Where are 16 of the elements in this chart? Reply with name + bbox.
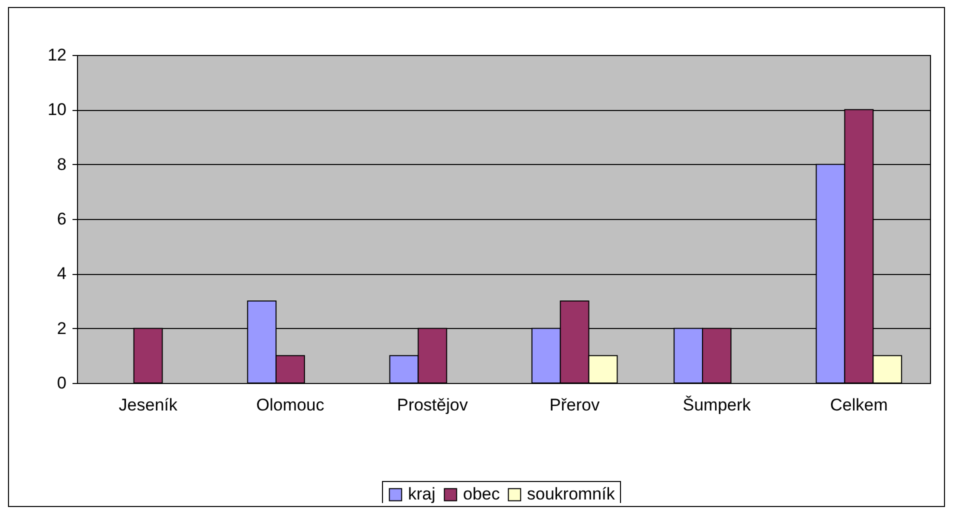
x-tick-label: Celkem xyxy=(830,396,888,414)
y-tick-label: 8 xyxy=(57,154,66,174)
x-tick-label: Jeseník xyxy=(118,396,178,414)
y-tick-label: 2 xyxy=(57,318,66,338)
y-tick-label: 6 xyxy=(57,210,66,228)
y-tick-label: 0 xyxy=(57,374,66,392)
y-tick-label: 12 xyxy=(48,46,66,64)
x-tick-label: Olomouc xyxy=(256,396,325,414)
y-tick-label: 10 xyxy=(48,100,66,120)
legend-label: obec xyxy=(463,484,500,504)
y-tick-label: 4 xyxy=(57,264,66,284)
legend-label: kraj xyxy=(408,484,436,504)
legend-label: soukromník xyxy=(527,484,616,504)
x-tick-label: Prostějov xyxy=(396,396,468,414)
x-tick-label: Přerov xyxy=(550,396,600,414)
x-tick-label: Šumperk xyxy=(682,396,752,414)
